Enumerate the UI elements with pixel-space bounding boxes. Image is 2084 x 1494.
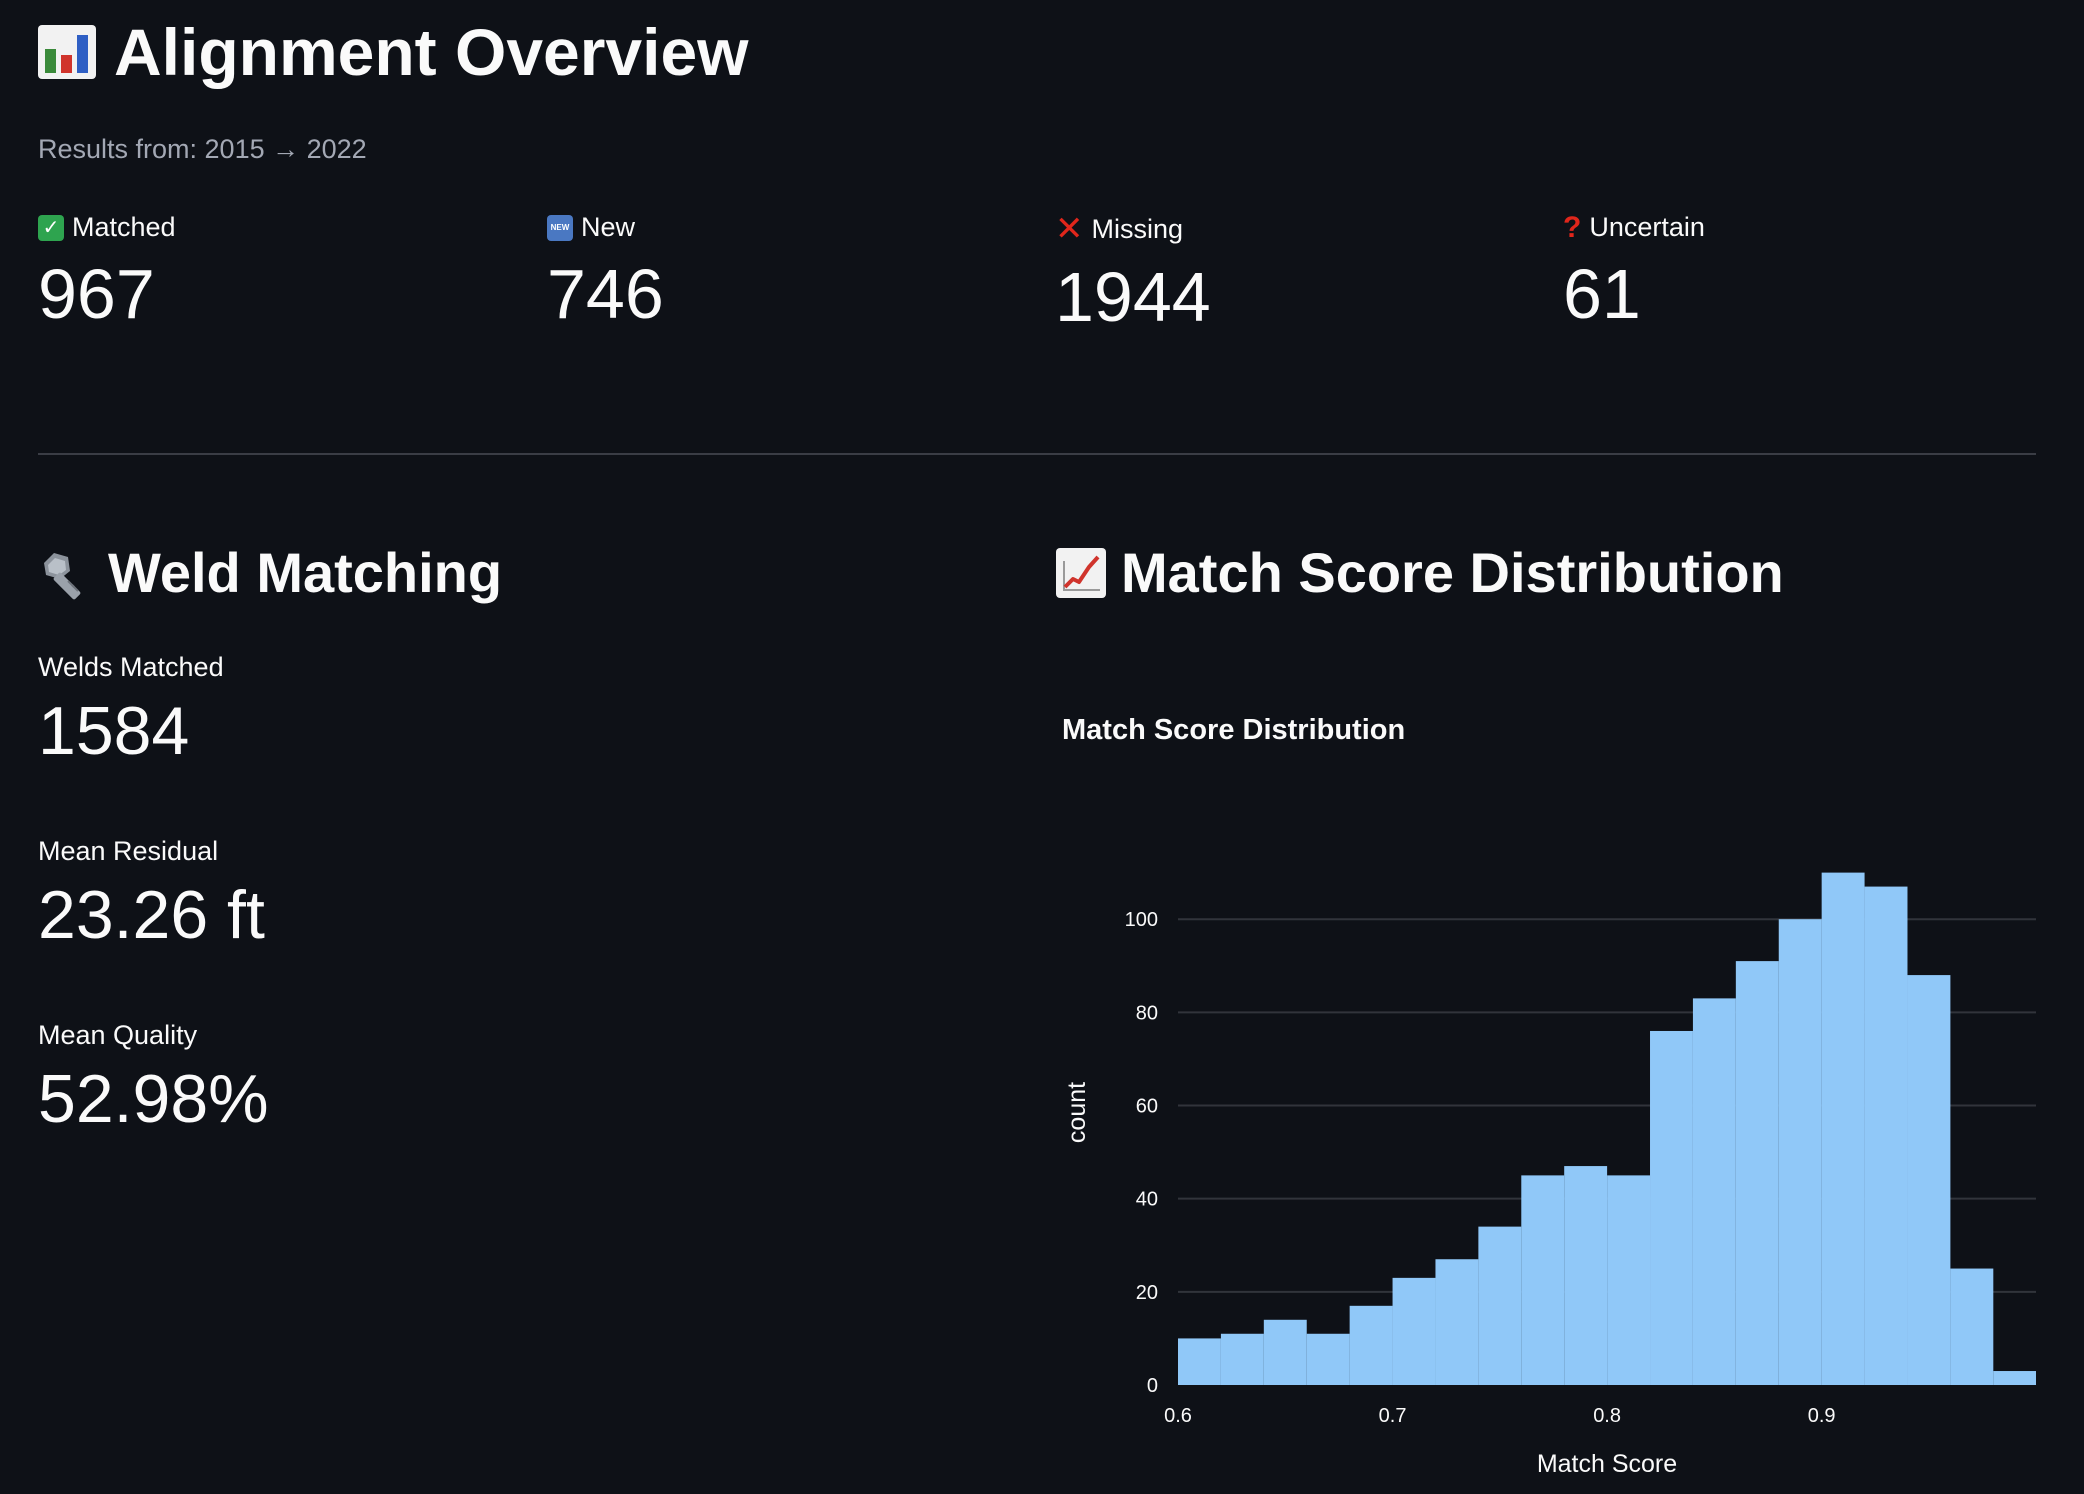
metric-label: Matched — [72, 212, 176, 242]
check-icon: ✓ — [38, 214, 64, 241]
section-divider — [38, 453, 2036, 455]
metric-label: Missing — [1091, 213, 1184, 244]
results-subtitle: Results from: 2015 → 2022 — [38, 134, 367, 164]
histogram-bar — [1178, 1338, 1221, 1385]
histogram-bar — [1650, 1030, 1693, 1385]
bar-chart-icon — [38, 25, 96, 79]
x-tick-label: 0.9 — [1808, 1405, 1836, 1427]
histogram-bar — [1435, 1259, 1479, 1385]
chart-title: Match Score Distribution — [1062, 714, 1406, 746]
new-icon: NEW — [547, 214, 573, 241]
histogram-bar — [1735, 961, 1779, 1385]
histogram-bar — [1521, 1175, 1565, 1385]
stat-label: Welds Matched — [38, 652, 224, 682]
histogram-bar — [1950, 1268, 1994, 1385]
histogram-bar — [1692, 998, 1736, 1385]
metric-label: Uncertain — [1589, 212, 1705, 242]
distribution-heading: Match Score Distribution — [1055, 540, 1784, 605]
metric-value: 746 — [547, 255, 664, 333]
x-axis-label: Match Score — [1537, 1450, 1677, 1478]
stat-value: 1584 — [38, 693, 190, 769]
stat-value: 52.98% — [38, 1061, 269, 1137]
page-title-text: Alignment Overview — [114, 15, 749, 89]
histogram-bar — [1478, 1226, 1522, 1385]
histogram-chart: 0 20 40 60 80 100 0.6 0.7 0.8 0.9 Match Score count — [1063, 872, 2036, 1478]
x-tick-label: 0.8 — [1593, 1405, 1621, 1427]
metric-label: New — [581, 212, 636, 242]
nut-and-bolt-icon — [44, 552, 81, 599]
histogram-bar — [1349, 1305, 1393, 1385]
page-title: Alignment Overview — [38, 14, 749, 90]
stat-mean-residual: Mean Residual 23.26 ft — [38, 836, 265, 949]
histogram-bar — [1907, 975, 1951, 1385]
x-tick-label: 0.6 — [1164, 1405, 1192, 1427]
histogram-bar — [1564, 1166, 1608, 1385]
weld-matching-title: Weld Matching — [108, 541, 503, 604]
metric-uncertain: ? Uncertain 61 — [1563, 212, 1705, 329]
stat-label: Mean Quality — [38, 1020, 198, 1050]
histogram-bar — [1220, 1333, 1264, 1385]
histogram-bar — [1778, 919, 1822, 1385]
metric-value: 967 — [38, 255, 155, 333]
weld-matching-heading: Weld Matching — [38, 540, 502, 605]
question-icon: ? — [1563, 210, 1582, 244]
histogram-bar — [1306, 1333, 1350, 1385]
chart-increasing-icon — [1056, 547, 1106, 598]
y-tick-label: 60 — [1136, 1096, 1158, 1118]
histogram-bar — [1864, 886, 1908, 1385]
metric-value: 1944 — [1055, 258, 1211, 336]
histogram-bar — [1263, 1319, 1307, 1385]
stat-welds-matched: Welds Matched 1584 — [38, 652, 224, 765]
metric-value: 61 — [1563, 255, 1641, 333]
metric-new: NEW New 746 — [547, 212, 664, 329]
x-tick-label: 0.7 — [1379, 1405, 1407, 1427]
histogram-bar — [1392, 1277, 1436, 1385]
histogram-bar — [1993, 1371, 2036, 1385]
histogram-bar — [1607, 1175, 1651, 1385]
y-tick-label: 20 — [1136, 1282, 1158, 1304]
histogram-bar — [1821, 872, 1865, 1385]
distribution-title: Match Score Distribution — [1121, 541, 1784, 604]
stat-value: 23.26 ft — [38, 877, 265, 953]
metric-matched: ✓ Matched 967 — [38, 212, 176, 329]
y-tick-label: 100 — [1125, 909, 1158, 931]
y-tick-label: 80 — [1136, 1002, 1158, 1024]
y-tick-label: 40 — [1136, 1189, 1158, 1211]
y-axis-label: count — [1063, 1082, 1091, 1143]
stat-mean-quality: Mean Quality 52.98% — [38, 1020, 269, 1133]
metric-missing: ✕ Missing 1944 — [1055, 212, 1211, 332]
y-tick-label: 0 — [1147, 1375, 1158, 1397]
stat-label: Mean Residual — [38, 836, 219, 866]
cross-icon: ✕ — [1055, 210, 1084, 248]
